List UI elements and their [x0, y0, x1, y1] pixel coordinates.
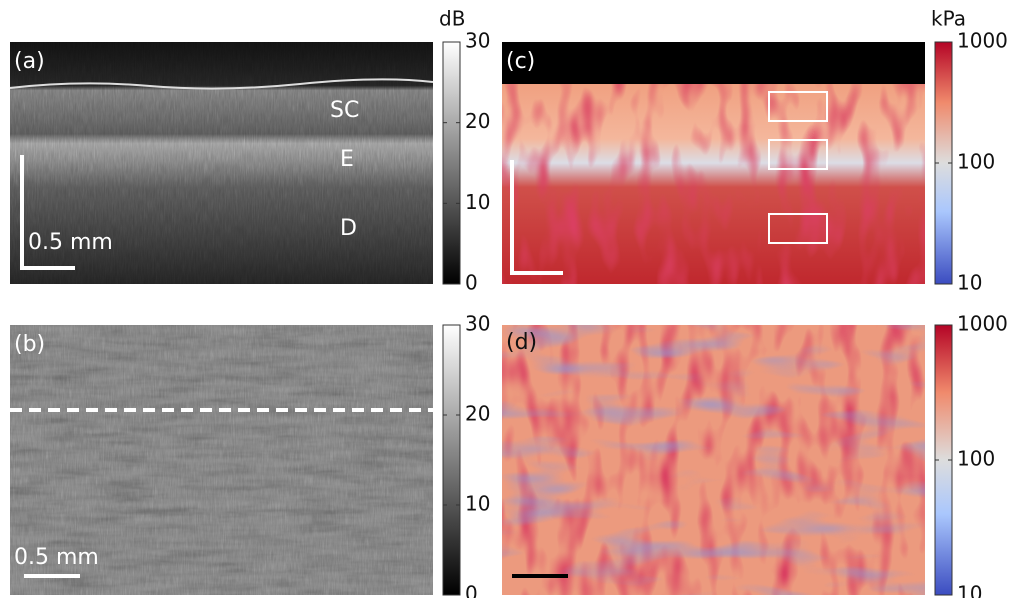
colorbar-unit: kPa	[931, 7, 966, 31]
tick-label: 20	[465, 109, 490, 133]
panel-c: (c)	[502, 42, 925, 284]
tick-label: 10	[957, 271, 982, 295]
tick-label: 30	[465, 29, 490, 53]
tick-label: 20	[465, 402, 490, 426]
panel-d: (d)	[502, 325, 925, 595]
scale-bar	[510, 160, 563, 275]
tick-label: 100	[957, 447, 995, 471]
texture	[502, 325, 925, 595]
panel-label: (d)	[506, 330, 537, 355]
tick-label: 1000	[957, 312, 1008, 336]
tick-label: 100	[957, 150, 995, 174]
tick-label: 10	[957, 582, 982, 598]
colorbar-unit: dB	[439, 7, 465, 31]
colorbar	[442, 324, 461, 596]
tick-label: 0	[465, 582, 478, 598]
tick-label: 10	[465, 190, 490, 214]
layer-label: SC	[330, 98, 359, 123]
speckle	[10, 42, 433, 284]
scale-label: 0.5 mm	[28, 230, 113, 255]
panel-a: (a) SC E D 0.5 mm	[9, 42, 434, 284]
panel-label: (c)	[506, 49, 535, 74]
texture	[502, 82, 925, 284]
surface	[9, 78, 434, 90]
tick-label: 1000	[957, 29, 1008, 53]
scale-bar	[20, 155, 75, 270]
tick-label: 10	[465, 492, 490, 516]
roi-box	[768, 91, 828, 122]
speckle	[10, 325, 433, 595]
colorbar	[442, 41, 461, 285]
layer-label: D	[340, 216, 357, 241]
roi-box	[768, 213, 828, 244]
panel-label: (a)	[14, 49, 45, 74]
tick-label: 0	[465, 271, 478, 295]
panel-label: (b)	[14, 332, 45, 357]
panel-b: (b) 0.5 mm	[10, 325, 433, 595]
roi-box	[768, 139, 828, 170]
tick-label: 30	[465, 312, 490, 336]
scale-label: 0.5 mm	[14, 545, 99, 570]
air	[502, 42, 925, 84]
layer-label: E	[340, 147, 354, 172]
